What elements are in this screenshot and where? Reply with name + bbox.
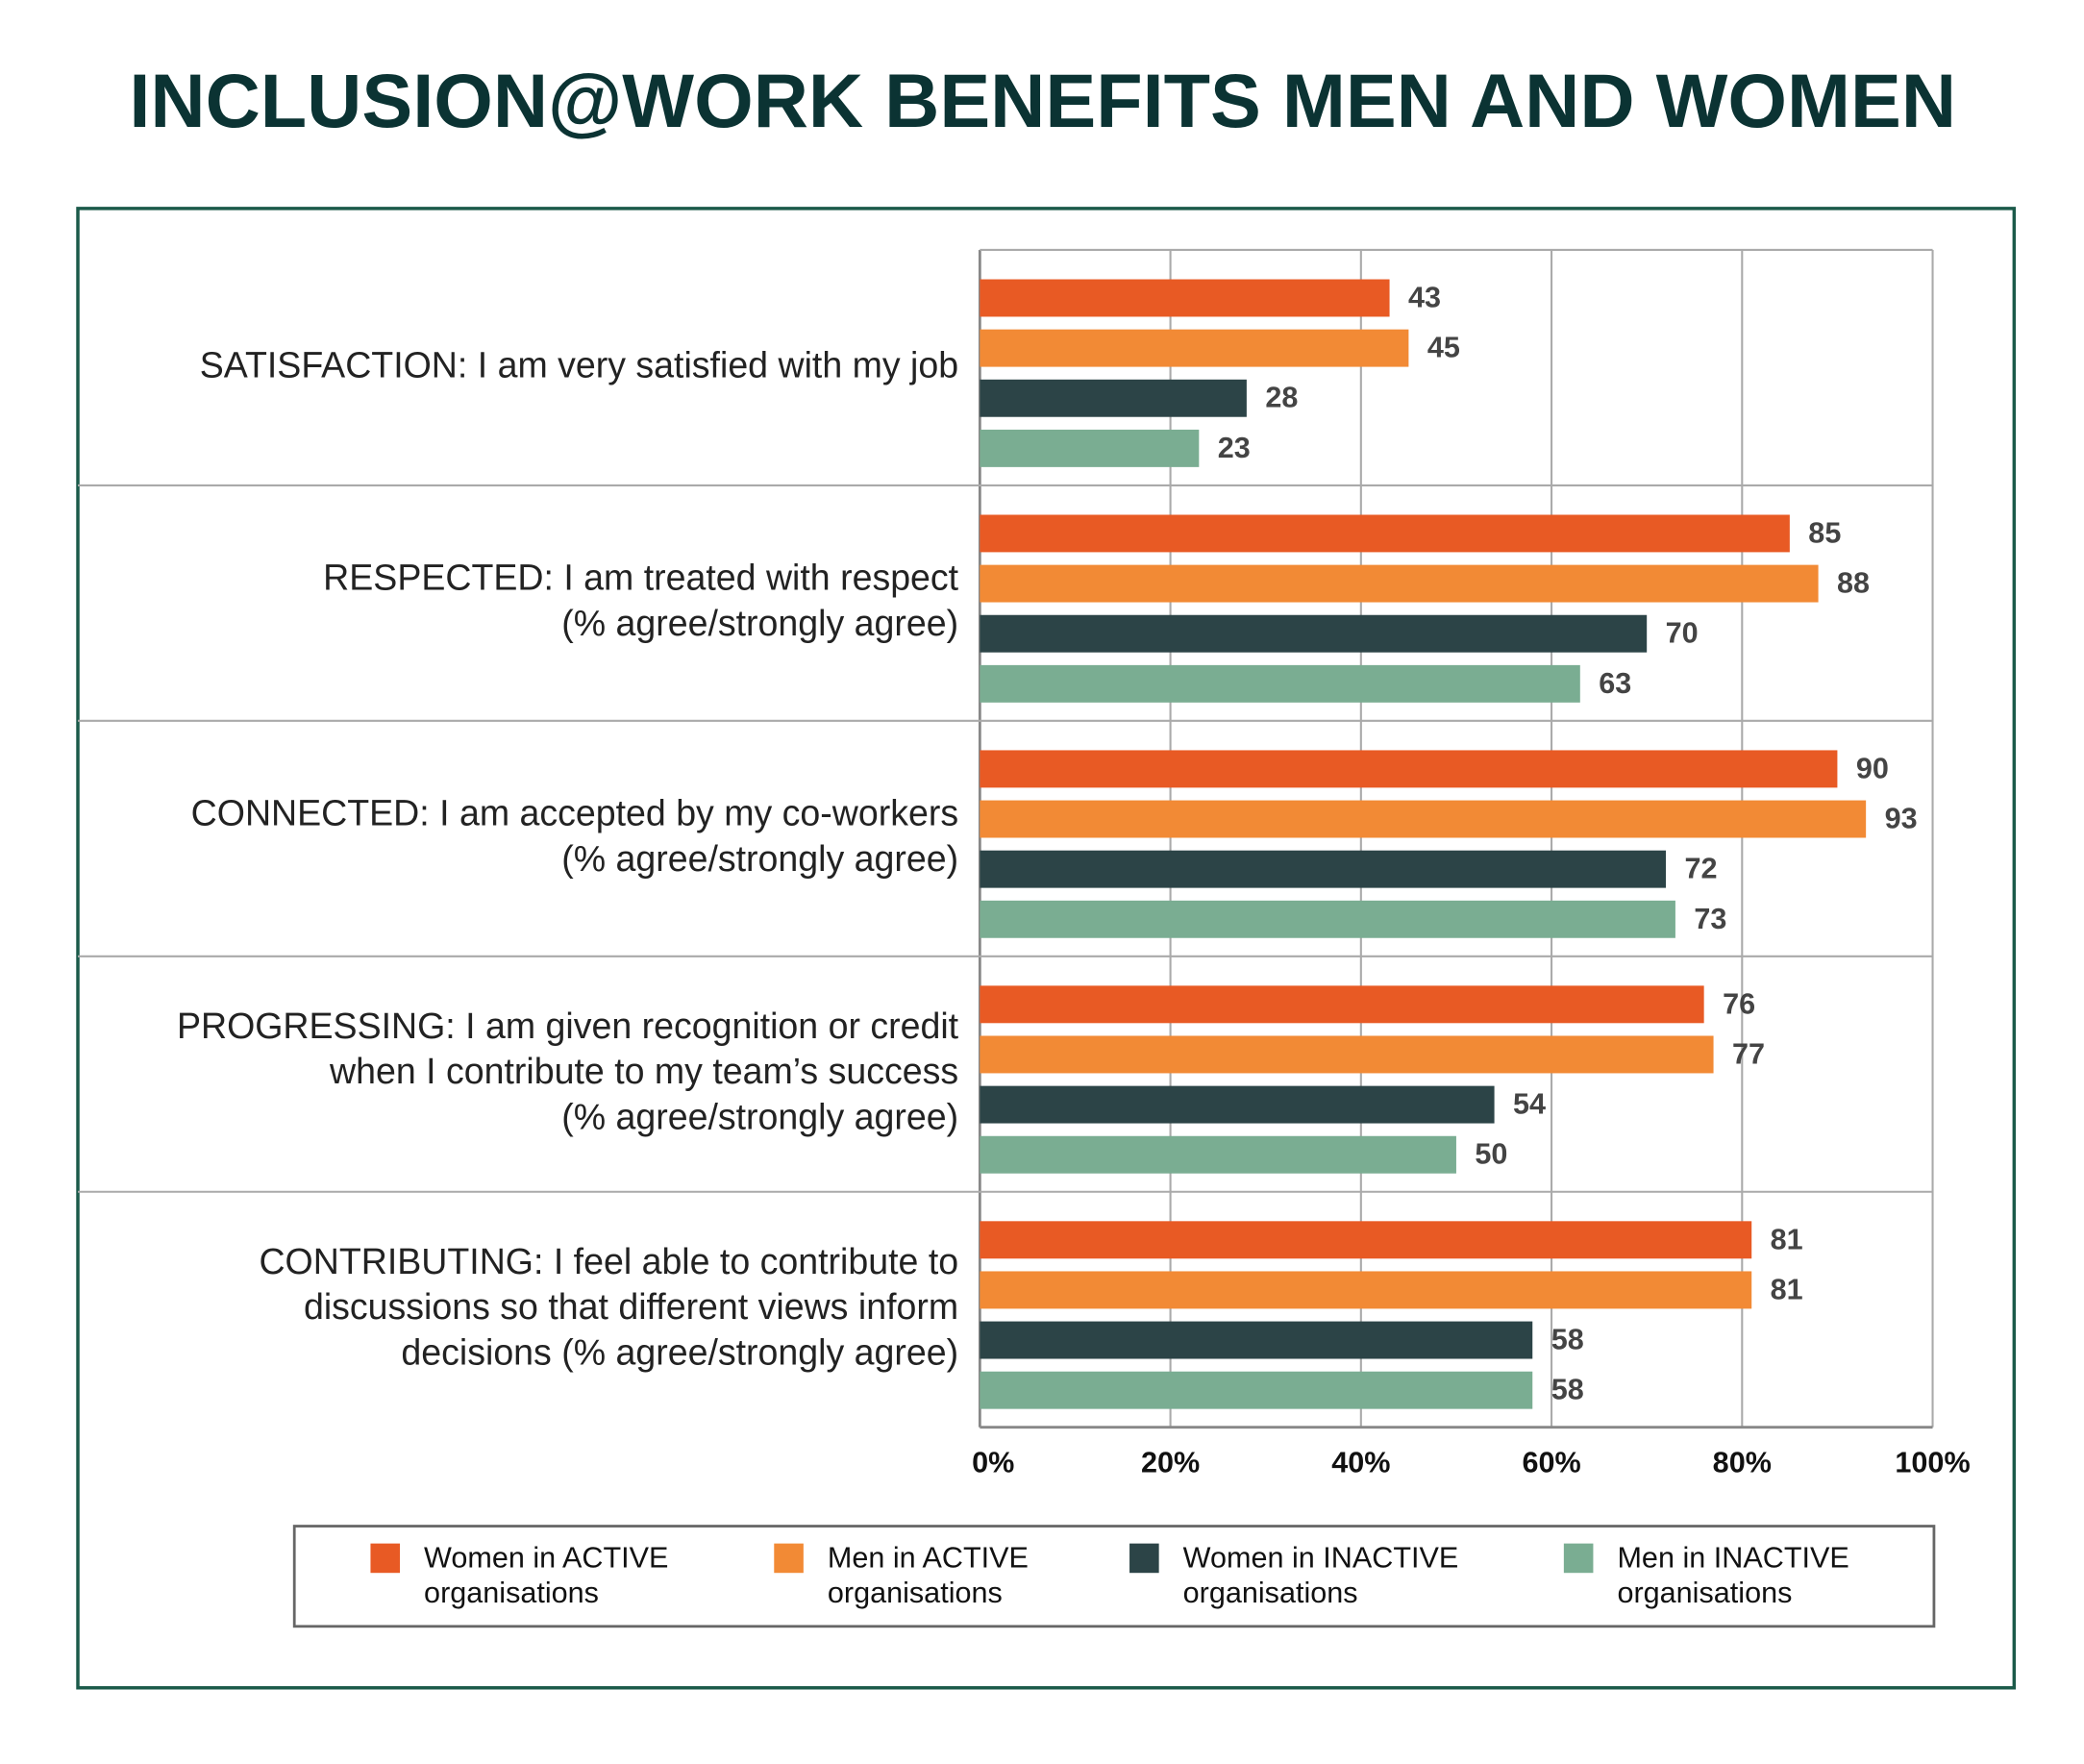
legend-swatch <box>370 1543 401 1574</box>
value-label: 45 <box>1427 332 1460 364</box>
legend-item: Men in INACTIVE organisations <box>1617 1540 1849 1609</box>
bar <box>980 850 1667 888</box>
value-label: 43 <box>1408 281 1441 313</box>
legend-label: Men in INACTIVE organisations <box>1617 1540 1849 1609</box>
value-label: 54 <box>1513 1088 1546 1121</box>
legend-label: Women in INACTIVE organisations <box>1182 1540 1459 1609</box>
value-label: 85 <box>1808 516 1841 549</box>
bar <box>980 329 1409 367</box>
legend-label: Men in ACTIVE organisations <box>827 1540 1029 1609</box>
bar <box>980 429 1200 467</box>
bar <box>980 564 1819 603</box>
category-label: PROGRESSING: I am given recognition or c… <box>177 1006 959 1046</box>
chart-title: INCLUSION@WORK BENEFITS MEN AND WOMEN <box>129 58 1956 143</box>
legend-item: Women in INACTIVE organisations <box>1182 1540 1459 1609</box>
bar <box>980 1035 1714 1074</box>
category-label: CONNECTED: I am accepted by my co-worker… <box>191 793 958 833</box>
value-label: 63 <box>1599 667 1631 700</box>
value-label: 76 <box>1723 987 1755 1020</box>
value-label: 77 <box>1732 1037 1765 1070</box>
value-label: 72 <box>1684 853 1717 885</box>
value-label: 81 <box>1771 1273 1803 1305</box>
value-label: 50 <box>1475 1138 1507 1171</box>
legend-label: Women in ACTIVE organisations <box>424 1540 669 1609</box>
value-label: 58 <box>1551 1324 1584 1356</box>
value-label: 90 <box>1856 752 1889 784</box>
value-label: 58 <box>1551 1374 1584 1406</box>
bar <box>980 1221 1752 1259</box>
category-label: (% agree/strongly agree) <box>561 838 958 879</box>
bar <box>980 1371 1533 1409</box>
value-label: 81 <box>1771 1223 1803 1255</box>
bar <box>980 1321 1533 1359</box>
x-tick-label: 80% <box>1713 1447 1772 1479</box>
bar <box>980 664 1580 703</box>
value-label: 93 <box>1885 802 1918 834</box>
bar <box>980 985 1704 1024</box>
bar <box>980 800 1867 838</box>
value-label: 70 <box>1666 617 1699 650</box>
bar <box>980 1135 1456 1174</box>
x-tick-label: 20% <box>1141 1447 1200 1479</box>
bar <box>980 750 1838 788</box>
x-tick-label: 40% <box>1331 1447 1390 1479</box>
value-label: 73 <box>1694 903 1726 935</box>
legend-swatch <box>1563 1543 1594 1574</box>
value-label: 28 <box>1265 382 1298 414</box>
category-label: (% agree/strongly agree) <box>561 1096 958 1136</box>
category-label: SATISFACTION: I am very satisfied with m… <box>200 344 958 385</box>
bar <box>980 900 1675 938</box>
legend-swatch <box>1129 1543 1159 1574</box>
value-label: 88 <box>1837 567 1870 600</box>
value-label: 23 <box>1218 432 1251 464</box>
bar <box>980 279 1390 317</box>
category-label: CONTRIBUTING: I feel able to contribute … <box>259 1241 958 1281</box>
legend-swatch <box>774 1543 804 1574</box>
category-label: (% agree/strongly agree) <box>561 603 958 643</box>
x-tick-label: 0% <box>972 1447 1014 1479</box>
bar <box>980 1271 1752 1309</box>
bar <box>980 1085 1495 1124</box>
category-label: when I contribute to my team’s success <box>329 1051 958 1091</box>
legend-item: Women in ACTIVE organisations <box>424 1540 669 1609</box>
category-label: decisions (% agree/strongly agree) <box>401 1331 958 1372</box>
bar <box>980 614 1648 653</box>
x-tick-label: 100% <box>1895 1447 1970 1479</box>
category-label: discussions so that different views info… <box>304 1286 958 1327</box>
x-tick-label: 60% <box>1522 1447 1580 1479</box>
legend-box <box>292 1525 1936 1628</box>
category-label: RESPECTED: I am treated with respect <box>323 558 958 598</box>
bar <box>980 514 1790 553</box>
frame <box>76 207 2017 1690</box>
bar <box>980 379 1247 417</box>
legend-item: Men in ACTIVE organisations <box>827 1540 1029 1609</box>
